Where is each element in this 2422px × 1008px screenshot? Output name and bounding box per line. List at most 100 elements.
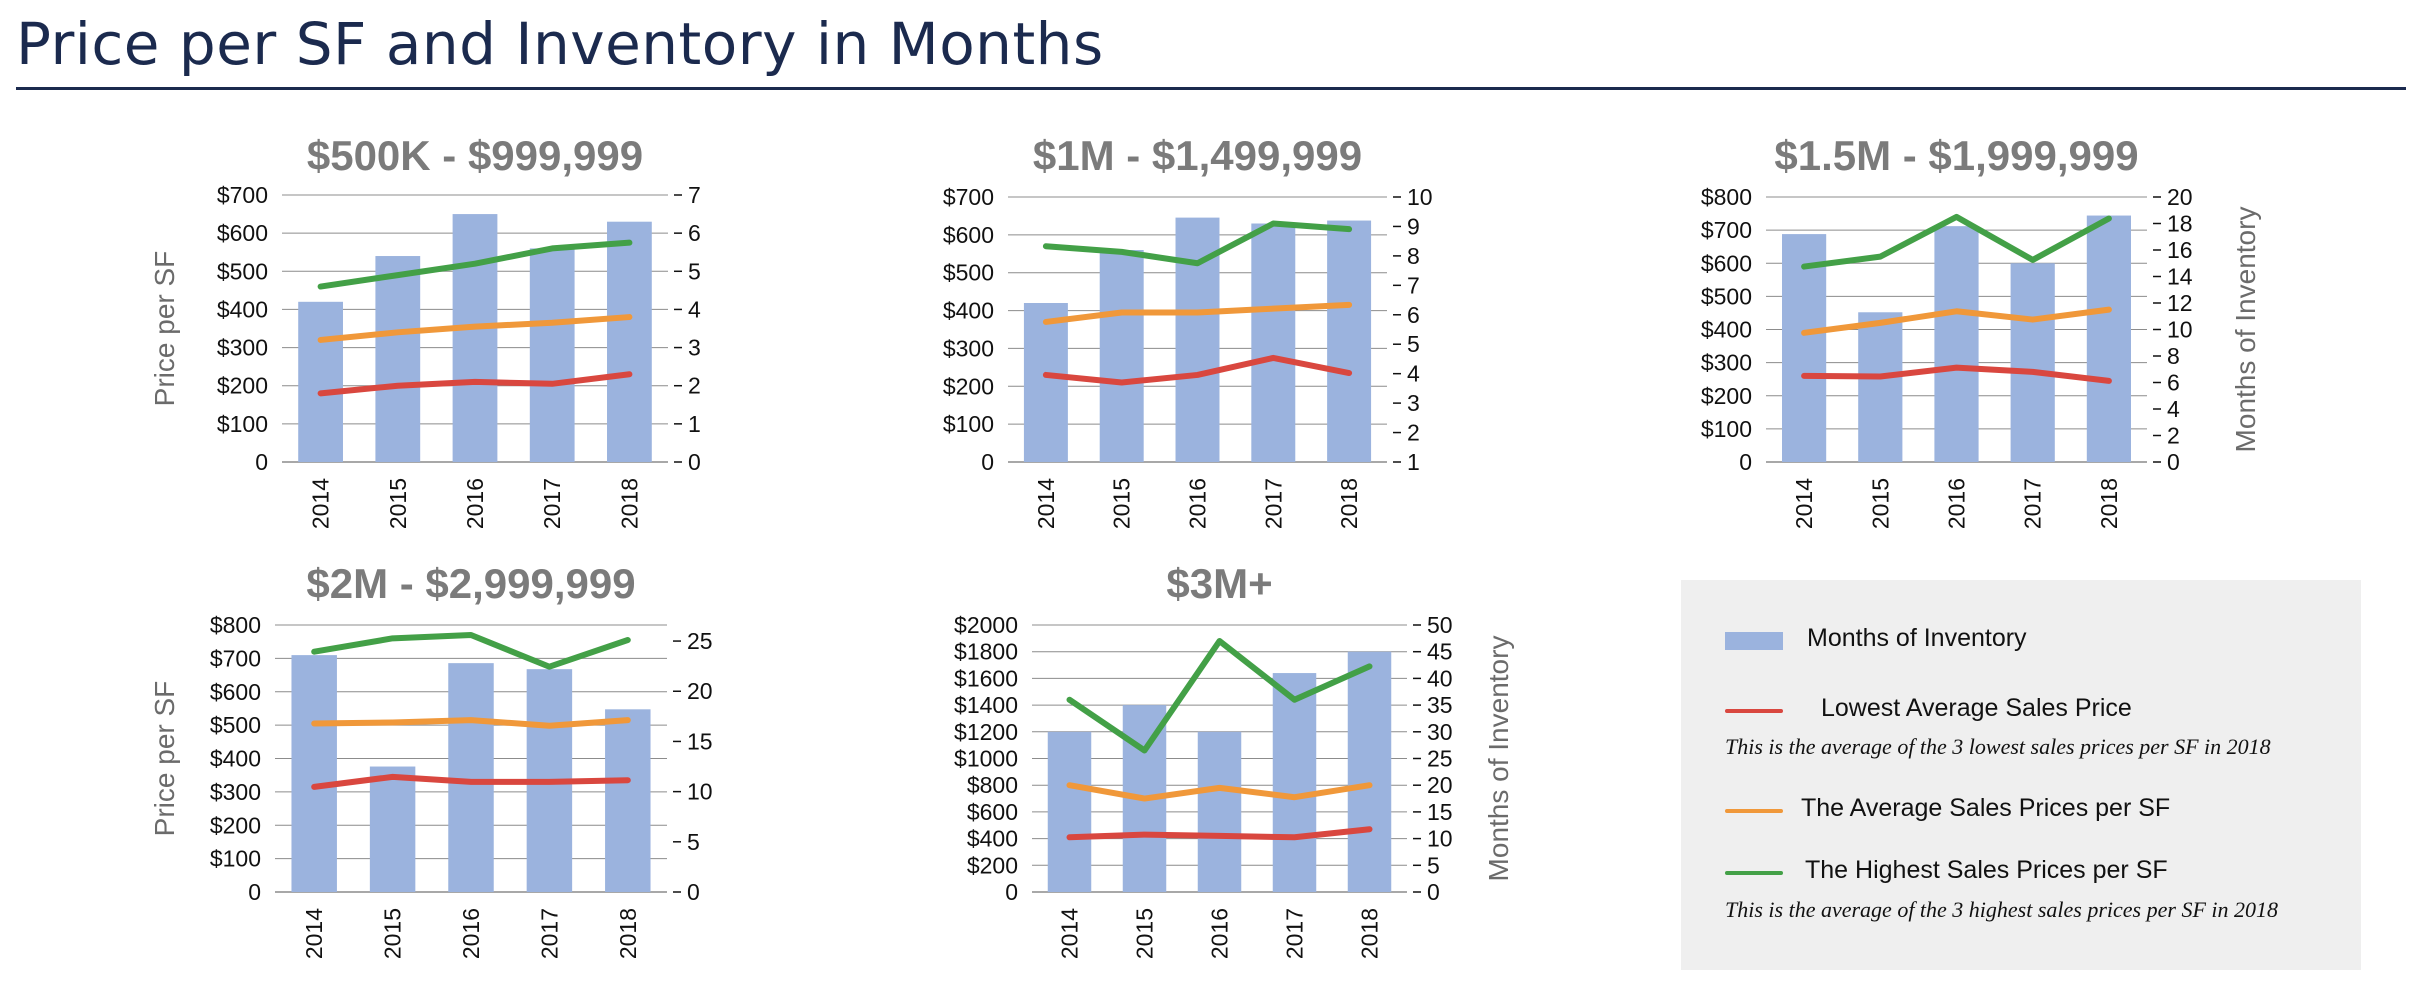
chart-title: $1M - $1,499,999: [1033, 132, 1362, 179]
x-tick-label: 2015: [380, 908, 406, 959]
y-tick-label: $700: [1701, 217, 1752, 243]
lowest-price-line: [311, 773, 631, 790]
x-tick-label: 2018: [1357, 908, 1383, 959]
y-tick-label: $400: [210, 746, 261, 772]
inventory-bar: [375, 256, 421, 462]
inventory-bar: [291, 655, 337, 892]
y-tick-label: $500: [943, 260, 994, 286]
x-tick-label: 2015: [1109, 478, 1135, 529]
y2-tick-label: 2: [2167, 423, 2180, 449]
y-tick-label: $400: [217, 296, 268, 322]
inventory-bar: [298, 301, 343, 462]
y2-tick-label: 10: [687, 779, 713, 805]
x-tick-label: 2017: [1260, 478, 1286, 529]
x-tick-label: 2016: [1207, 908, 1233, 959]
legend-average-label: The Average Sales Prices per SF: [1801, 794, 2171, 822]
y2-tick-label: 20: [1427, 772, 1453, 798]
x-tick-label: 2017: [539, 478, 565, 529]
chart-title: $1.5M - $1,999,999: [1774, 132, 2138, 179]
y2-tick-label: 9: [1407, 213, 1420, 239]
y-tick-label: $1800: [954, 639, 1018, 665]
y-tick-label: $400: [967, 826, 1018, 852]
x-tick-label: 2015: [1132, 908, 1158, 959]
y-tick-label: $400: [943, 298, 994, 324]
y-tick-label: $600: [967, 799, 1018, 825]
y-tick-label: $1000: [954, 746, 1018, 772]
inventory-bar: [2010, 263, 2055, 462]
legend-average-swatch: [1725, 809, 1783, 813]
y-tick-label: $700: [210, 645, 261, 671]
average-price-line: [1042, 301, 1353, 325]
x-tick-label: 2018: [615, 908, 641, 959]
y2-tick-label: 5: [687, 829, 700, 855]
y-tick-label: $500: [210, 712, 261, 738]
y2-tick-label: 14: [2167, 264, 2193, 290]
y-tick-label: 0: [981, 449, 994, 475]
y2-tick-label: 50: [1427, 612, 1453, 638]
y-tick-label: $800: [1701, 184, 1752, 210]
inventory-bar: [1347, 651, 1392, 892]
y2-axis-title: Months of Inventory: [2230, 207, 2261, 453]
highest-price-line: [1042, 220, 1353, 267]
y-tick-label: $600: [217, 220, 268, 246]
y2-tick-label: 35: [1427, 692, 1453, 718]
x-tick-label: 2016: [458, 908, 484, 959]
y-tick-label: $600: [1701, 250, 1752, 276]
y-axis-title: Price per SF: [149, 251, 180, 407]
y-tick-label: $200: [943, 373, 994, 399]
y2-tick-label: 15: [687, 728, 713, 754]
y-tick-label: $200: [217, 373, 268, 399]
highest-price-line: [1066, 638, 1373, 754]
y2-tick-label: 2: [688, 373, 701, 399]
highest-price-line: [317, 239, 633, 290]
x-tick-label: 2016: [462, 478, 488, 529]
lowest-price-line: [1801, 364, 2112, 384]
legend-lowest-swatch: [1725, 709, 1783, 713]
y-tick-label: $1200: [954, 719, 1018, 745]
y2-tick-label: 5: [1427, 852, 1440, 878]
legend-lowest-label: Lowest Average Sales Price: [1821, 694, 2132, 722]
y-tick-label: $100: [943, 411, 994, 437]
y2-tick-label: 12: [2167, 290, 2193, 316]
inventory-bar: [1251, 223, 1296, 462]
y-tick-label: $500: [1701, 283, 1752, 309]
inventory-bar: [1272, 673, 1317, 892]
inventory-bar: [1858, 312, 1903, 462]
inventory-bar: [1782, 234, 1827, 462]
inventory-bar: [607, 221, 652, 462]
legend-inventory-label: Months of Inventory: [1807, 624, 2027, 652]
y-tick-label: $200: [210, 812, 261, 838]
legend-highest-label: The Highest Sales Prices per SF: [1805, 856, 2168, 884]
y-tick-label: $800: [210, 612, 261, 638]
y2-tick-label: 4: [688, 296, 701, 322]
legend-inventory-swatch: [1725, 632, 1783, 650]
x-tick-label: 2014: [301, 908, 327, 959]
y-tick-label: 0: [1739, 449, 1752, 475]
highest-price-line: [311, 632, 631, 670]
y-tick-label: $300: [217, 335, 268, 361]
page-title: Price per SF and Inventory in Months: [16, 10, 1104, 78]
y2-tick-label: 10: [1407, 184, 1433, 210]
inventory-bar: [1099, 250, 1144, 462]
y2-tick-label: 5: [688, 258, 701, 284]
x-tick-label: 2016: [1944, 478, 1970, 529]
x-tick-label: 2018: [2096, 478, 2122, 529]
inventory-bar: [1934, 226, 1979, 462]
y2-tick-label: 6: [2167, 370, 2180, 396]
y2-tick-label: 25: [1427, 746, 1453, 772]
y-tick-label: $600: [943, 222, 994, 248]
inventory-bar: [369, 766, 416, 892]
y2-tick-label: 5: [1407, 331, 1420, 357]
y-tick-label: $200: [1701, 383, 1752, 409]
y-tick-label: 0: [1005, 879, 1018, 905]
y2-tick-label: 0: [688, 449, 701, 475]
y-tick-label: $300: [210, 779, 261, 805]
x-tick-label: 2017: [1282, 908, 1308, 959]
inventory-bar: [1023, 303, 1068, 462]
y-tick-label: $500: [217, 258, 268, 284]
y-tick-label: $1600: [954, 665, 1018, 691]
lowest-price-line: [1042, 354, 1353, 386]
y2-tick-label: 20: [687, 678, 713, 704]
inventory-bar: [1327, 220, 1372, 462]
y2-tick-label: 0: [2167, 449, 2180, 475]
